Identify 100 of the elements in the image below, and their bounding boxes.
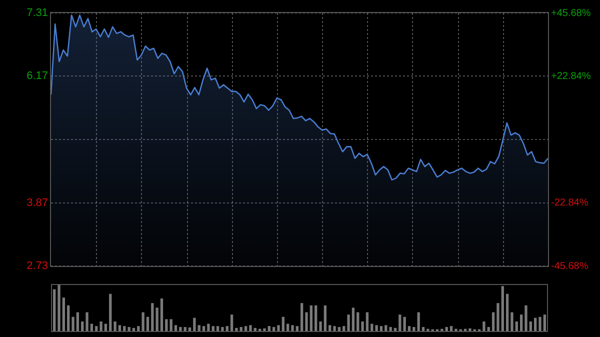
bar	[314, 305, 318, 331]
bar	[179, 326, 182, 331]
bar	[445, 326, 448, 331]
bar	[235, 328, 238, 331]
bar	[361, 321, 364, 331]
bar	[417, 312, 420, 331]
bar	[538, 316, 542, 331]
bar	[76, 312, 80, 331]
bar	[165, 319, 168, 331]
y-tick-label: 3.87	[26, 197, 48, 210]
bar	[394, 328, 397, 331]
bar	[338, 326, 341, 331]
bar	[100, 321, 102, 331]
bar	[193, 318, 196, 331]
bar	[352, 308, 355, 331]
bar	[468, 328, 472, 331]
bar	[515, 321, 518, 331]
bar	[268, 326, 270, 331]
bar	[58, 285, 60, 331]
bar	[207, 324, 210, 331]
bar	[67, 305, 70, 331]
bar	[482, 321, 486, 331]
bar	[286, 324, 290, 331]
bar	[375, 325, 378, 331]
bar	[384, 325, 388, 331]
bar	[356, 312, 360, 331]
bar	[543, 314, 546, 331]
bar	[529, 321, 532, 331]
bar	[510, 312, 514, 331]
bar	[501, 286, 504, 331]
bar	[90, 324, 94, 331]
bar	[137, 326, 140, 331]
bar	[151, 303, 154, 331]
bar	[114, 321, 116, 331]
bar	[408, 326, 411, 331]
y2-tick-label: +45.68%	[551, 8, 591, 19]
bar	[412, 326, 416, 331]
bar	[319, 321, 322, 331]
bar	[272, 326, 276, 331]
bar	[324, 305, 327, 331]
bar	[524, 305, 528, 331]
bar	[132, 328, 136, 331]
bar	[230, 314, 234, 331]
bar	[202, 326, 206, 331]
bar	[254, 328, 256, 331]
y2-tick-label: +22.84%	[551, 71, 591, 82]
bar	[198, 325, 200, 331]
bar	[249, 325, 252, 331]
bar	[487, 326, 490, 331]
bar	[333, 326, 336, 331]
bar	[72, 316, 74, 331]
bar	[216, 326, 220, 331]
bar	[184, 326, 186, 331]
bar	[221, 326, 224, 331]
bar	[118, 325, 122, 331]
bar	[450, 326, 453, 331]
bar	[160, 298, 164, 331]
bar	[142, 312, 144, 331]
bar	[398, 314, 402, 331]
bar	[104, 324, 108, 331]
bar	[146, 316, 150, 331]
bar	[226, 326, 228, 331]
bar	[380, 326, 383, 331]
bar	[263, 328, 266, 331]
bar	[506, 294, 509, 331]
bar	[282, 316, 284, 331]
bar	[95, 326, 98, 331]
y-tick-label: 6.17	[26, 70, 48, 82]
bar	[62, 298, 66, 331]
bar	[305, 312, 308, 331]
y2-tick-label: -45.68%	[551, 260, 588, 272]
bar	[291, 325, 294, 331]
bar	[156, 308, 158, 331]
bar	[128, 326, 130, 331]
bar	[370, 324, 374, 331]
bar	[170, 319, 172, 331]
bar	[109, 294, 112, 331]
bar	[174, 325, 178, 331]
bar	[534, 318, 537, 331]
bar	[244, 326, 248, 331]
bar	[342, 326, 346, 331]
bar	[389, 326, 392, 331]
bar	[53, 289, 56, 331]
bar	[86, 312, 88, 331]
bar	[422, 326, 425, 331]
bar	[492, 312, 495, 331]
bar	[496, 303, 500, 331]
bar	[300, 303, 304, 331]
bar	[403, 316, 406, 331]
bar	[347, 314, 350, 331]
bar	[310, 305, 313, 331]
bar	[277, 325, 280, 331]
bar	[366, 312, 369, 331]
bar	[188, 327, 192, 331]
y2-tick-label: -22.84%	[551, 198, 588, 208]
bar	[296, 326, 298, 331]
bar	[81, 321, 84, 331]
bar	[212, 326, 214, 331]
bar	[520, 314, 523, 331]
y-tick-label: 2.73	[26, 260, 48, 272]
